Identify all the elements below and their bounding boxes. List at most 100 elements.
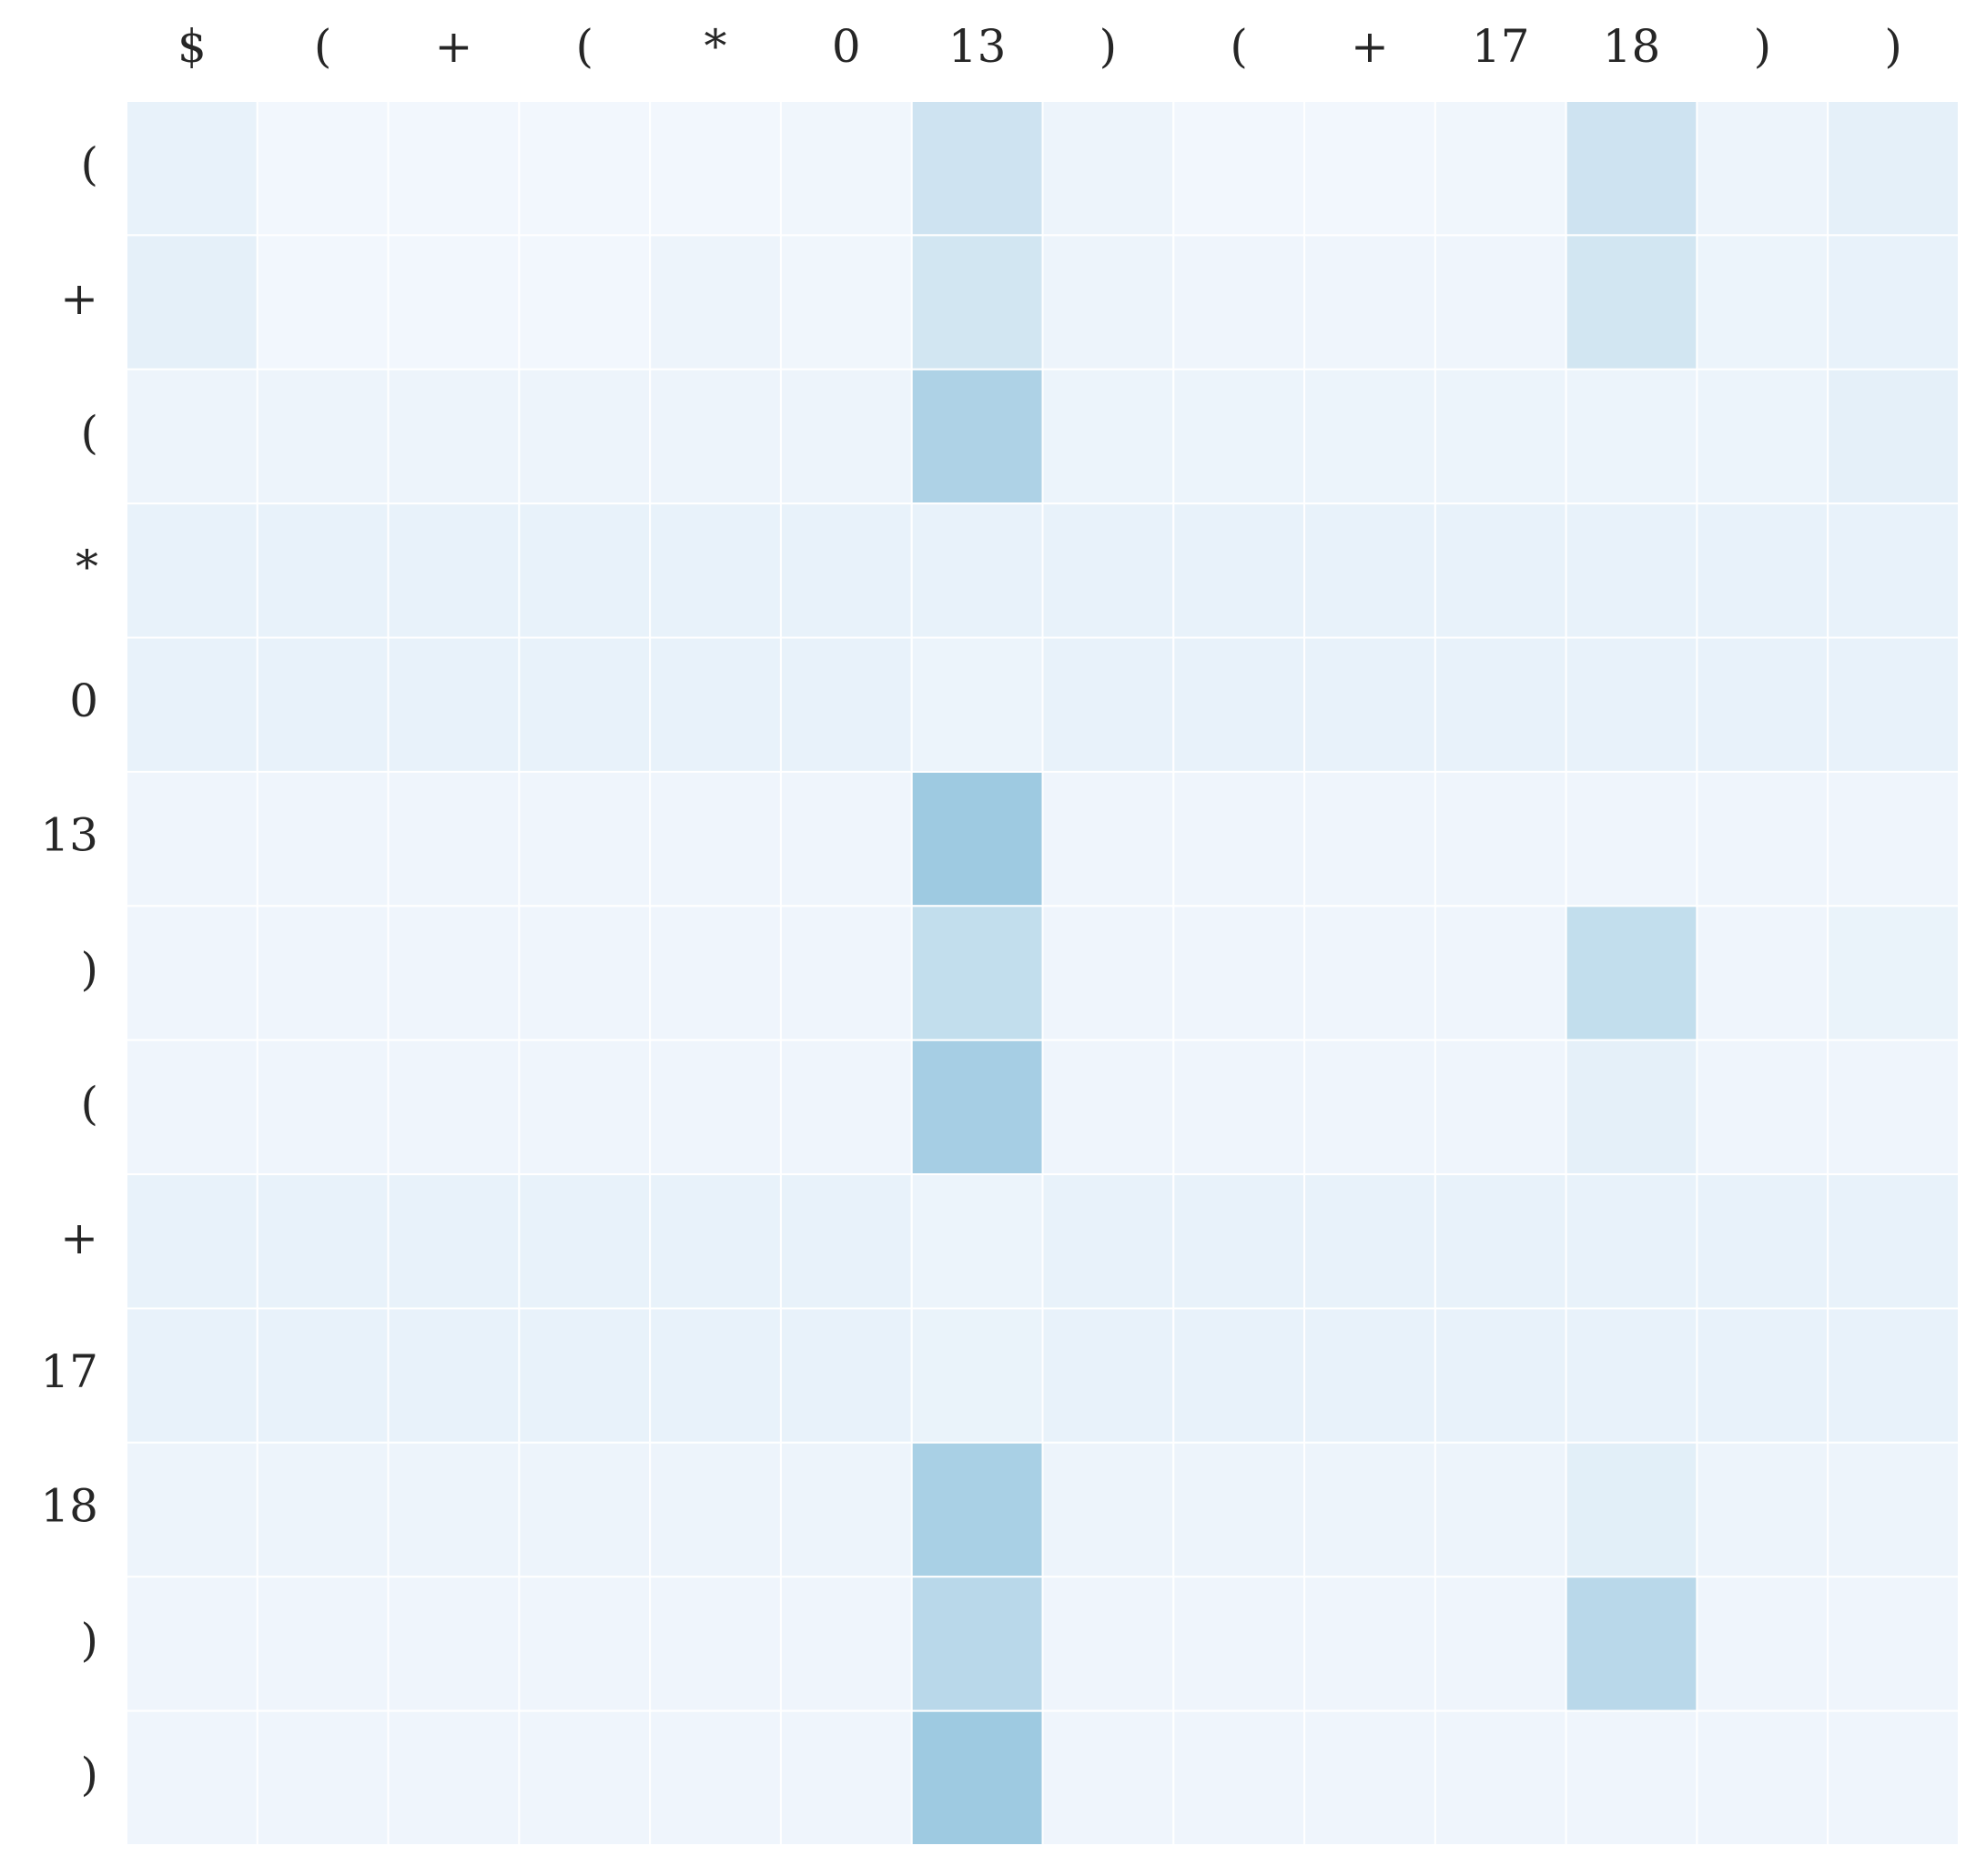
- heatmap-cell: [1565, 1441, 1698, 1578]
- heatmap-cell: [256, 1039, 390, 1176]
- heatmap-cell: [910, 1039, 1044, 1176]
- heatmap-cell: [518, 1039, 652, 1176]
- x-tick-label: (: [1230, 20, 1248, 73]
- heatmap-cell: [1827, 905, 1960, 1041]
- heatmap-cell: [1827, 770, 1960, 908]
- heatmap-cell: [779, 1709, 913, 1846]
- heatmap-cell: [1303, 1709, 1436, 1846]
- heatmap-cell: [126, 100, 258, 237]
- y-tick-label: 18: [40, 1480, 98, 1533]
- heatmap-cell: [649, 234, 782, 370]
- heatmap-cell: [387, 1307, 521, 1444]
- heatmap-cell: [387, 1039, 521, 1176]
- y-tick-label: 13: [40, 809, 98, 862]
- heatmap-cell: [779, 1576, 913, 1712]
- y-tick-label: ): [80, 943, 98, 996]
- heatmap-cell: [126, 234, 258, 370]
- heatmap-cell: [1041, 1307, 1175, 1444]
- heatmap-cell: [256, 502, 390, 639]
- heatmap-cell: [1303, 636, 1436, 773]
- heatmap-cell: [387, 1576, 521, 1712]
- heatmap-cell: [779, 1307, 913, 1444]
- heatmap-cell: [649, 636, 782, 773]
- x-tick-label: *: [704, 20, 727, 73]
- heatmap-cell: [779, 1039, 913, 1176]
- heatmap-cell: [126, 1039, 258, 1176]
- x-tick-label: +: [435, 20, 473, 73]
- heatmap-cell: [1434, 1576, 1567, 1712]
- heatmap-cell: [256, 770, 390, 908]
- heatmap-cell: [1565, 234, 1698, 370]
- heatmap-cell: [256, 1709, 390, 1846]
- heatmap-cell: [1696, 368, 1829, 505]
- heatmap-cell: [1827, 1576, 1960, 1712]
- heatmap-cell: [910, 1576, 1044, 1712]
- heatmap-cell: [387, 368, 521, 505]
- heatmap-cell: [649, 770, 782, 908]
- heatmap-cell: [126, 1576, 258, 1712]
- heatmap-cell: [387, 905, 521, 1041]
- heatmap-cell: [1696, 1173, 1829, 1310]
- heatmap-cell: [126, 502, 258, 639]
- heatmap-cell: [1827, 368, 1960, 505]
- heatmap-cell: [256, 1307, 390, 1444]
- x-tick-label: 13: [948, 20, 1007, 73]
- heatmap-cell: [518, 1576, 652, 1712]
- heatmap-cell: [1565, 368, 1698, 505]
- y-tick-label: *: [76, 541, 98, 593]
- heatmap-cell: [1565, 905, 1698, 1041]
- heatmap-cell: [910, 234, 1044, 370]
- heatmap-cell: [1434, 100, 1567, 237]
- heatmap-cell: [387, 234, 521, 370]
- heatmap-cell: [1041, 1709, 1175, 1846]
- heatmap-cell: [1303, 905, 1436, 1041]
- heatmap-cell: [518, 234, 652, 370]
- heatmap-cell: [1696, 1576, 1829, 1712]
- heatmap-cell: [779, 905, 913, 1041]
- heatmap-cell: [649, 1441, 782, 1578]
- heatmap-cell: [779, 1441, 913, 1578]
- heatmap-cell: [1565, 502, 1698, 639]
- heatmap-cell: [1303, 1039, 1436, 1176]
- heatmap-cell: [1434, 1307, 1567, 1444]
- heatmap-cell: [910, 1307, 1044, 1444]
- heatmap-cell: [1434, 636, 1567, 773]
- heatmap-cell: [1172, 368, 1306, 505]
- heatmap-cell: [387, 502, 521, 639]
- heatmap-cell: [910, 100, 1044, 237]
- x-tick-label: ): [1754, 20, 1772, 73]
- heatmap-cell: [1172, 770, 1306, 908]
- x-tick-label: ): [1884, 20, 1902, 73]
- heatmap-cell: [387, 636, 521, 773]
- heatmap-cell: [1696, 1307, 1829, 1444]
- x-tick-label: 0: [832, 20, 861, 73]
- y-tick-label: (: [80, 138, 98, 191]
- x-tick-label: 17: [1472, 20, 1530, 73]
- heatmap-cell: [1827, 502, 1960, 639]
- heatmap-cell: [518, 368, 652, 505]
- heatmap-cell: [256, 1173, 390, 1310]
- heatmap-cell: [1565, 636, 1698, 773]
- heatmap-cell: [518, 1709, 652, 1846]
- heatmap-cell: [1172, 905, 1306, 1041]
- heatmap-cell: [387, 1441, 521, 1578]
- heatmap-cell: [387, 100, 521, 237]
- heatmap-cell: [1434, 502, 1567, 639]
- heatmap-cell: [779, 636, 913, 773]
- heatmap-cell: [1565, 1039, 1698, 1176]
- heatmap-cell: [1172, 1441, 1306, 1578]
- heatmap-cell: [1696, 502, 1829, 639]
- heatmap-cell: [649, 1576, 782, 1712]
- heatmap-cell: [910, 770, 1044, 908]
- heatmap-cell: [779, 234, 913, 370]
- heatmap-cell: [649, 905, 782, 1041]
- heatmap-cell: [256, 636, 390, 773]
- heatmap-cell: [1827, 636, 1960, 773]
- heatmap-cell: [1565, 770, 1698, 908]
- heatmap-cell: [1172, 234, 1306, 370]
- heatmap-cell: [910, 502, 1044, 639]
- heatmap-cell: [126, 1709, 258, 1846]
- heatmap-cell: [518, 1307, 652, 1444]
- heatmap-cell: [1303, 1307, 1436, 1444]
- y-tick-label: ): [80, 1614, 98, 1667]
